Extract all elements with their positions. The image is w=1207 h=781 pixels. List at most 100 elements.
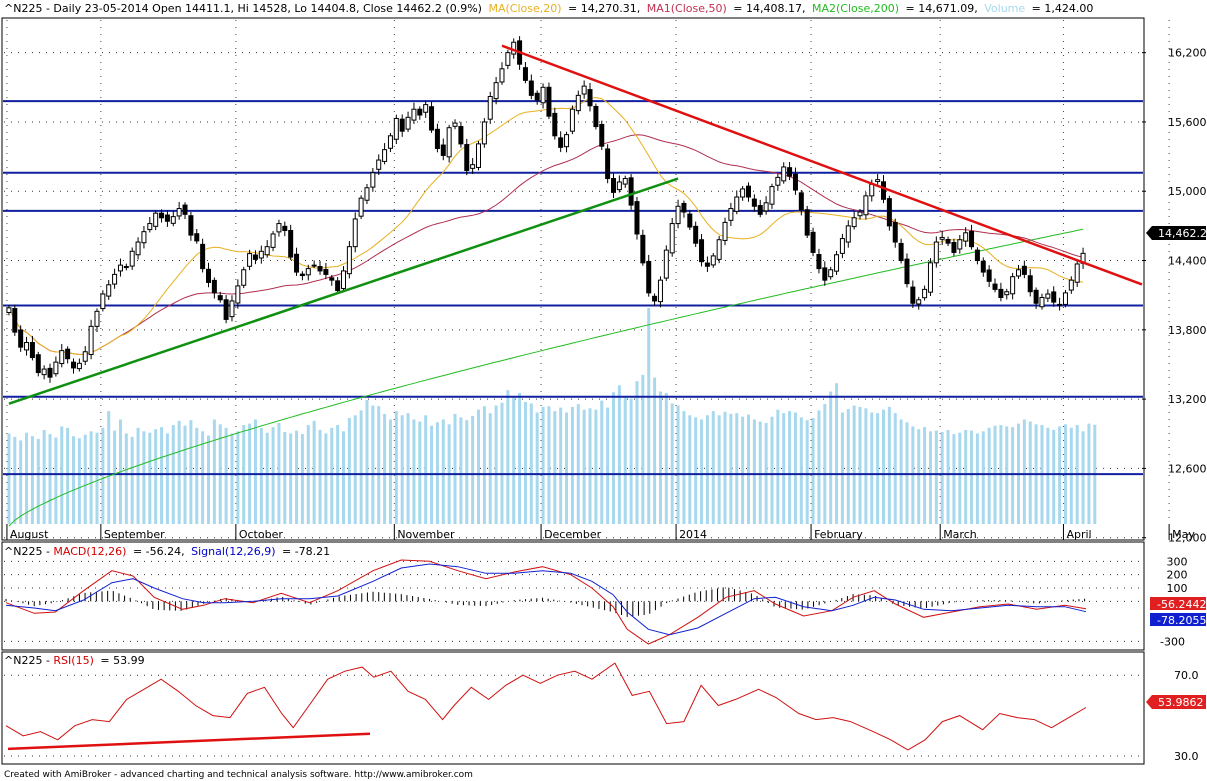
candle [335, 277, 341, 294]
candle-body [892, 221, 898, 243]
candle [845, 220, 851, 248]
volume-bar [905, 422, 909, 524]
candle-body [370, 172, 376, 188]
volume-bar [1022, 419, 1026, 524]
candle-body [605, 148, 611, 180]
candle [341, 266, 346, 293]
price-tick-label: 14,400 [1168, 255, 1207, 268]
candle-body [141, 231, 147, 244]
candle-body [123, 266, 129, 269]
candle [452, 119, 458, 130]
volume-bar [230, 433, 234, 524]
candle [41, 365, 47, 380]
candle [963, 227, 969, 247]
candle-body [845, 225, 851, 243]
candle-body [24, 342, 30, 351]
volume-bar [165, 433, 169, 524]
candle-body [534, 92, 540, 101]
volume-bar [887, 406, 891, 524]
volume-bar [201, 431, 205, 524]
volume-bar [195, 427, 199, 524]
candle [1062, 289, 1068, 308]
candle-body [470, 164, 476, 169]
candle-body [640, 234, 646, 264]
candle-body [299, 273, 305, 277]
volume-bar [964, 429, 968, 524]
candle-body [35, 354, 41, 374]
candle [288, 224, 294, 260]
candle-body [663, 249, 669, 279]
month-axis: August September October November December 20… [6, 524, 1195, 541]
candle [153, 210, 159, 231]
month-label: April [1066, 528, 1091, 541]
candle [1004, 288, 1010, 300]
candle [1027, 269, 1033, 297]
candle-body [828, 269, 834, 278]
candle-body [599, 123, 605, 147]
price-tick-label: 16,200 [1168, 47, 1207, 60]
candle [1051, 286, 1057, 307]
candle [270, 231, 276, 252]
candle-body [182, 204, 188, 215]
candle-body [581, 85, 587, 95]
candle [945, 236, 951, 247]
volume-bar [899, 419, 903, 524]
price-tick-label: 13,200 [1168, 393, 1207, 406]
candle-body [716, 239, 722, 260]
candle-body [499, 68, 505, 83]
candle [875, 174, 881, 185]
price-header: ^N225 - Daily 23-05-2014 Open 14411.1, H… [4, 2, 1093, 15]
volume-bar [911, 426, 915, 524]
candle-body [628, 177, 634, 206]
candle [82, 346, 88, 366]
candle-body [364, 187, 370, 201]
candle [329, 274, 335, 286]
candle [241, 266, 247, 289]
volume-bar [559, 407, 563, 524]
volume-bar [30, 436, 34, 524]
candle [886, 195, 892, 231]
candle-body [1045, 293, 1051, 299]
candle-body [106, 284, 112, 297]
candle [364, 183, 370, 205]
candle [552, 107, 558, 140]
moving-average-lines [8, 96, 1084, 527]
candle-body [76, 362, 82, 370]
volume-bar [1028, 421, 1032, 524]
candle-body [945, 239, 951, 244]
candle [53, 356, 59, 377]
candle [746, 182, 751, 202]
candle-body [288, 229, 294, 258]
month-label: March [943, 528, 977, 541]
trendlines [8, 44, 1143, 405]
volume-bar [711, 411, 715, 524]
candle-body [129, 250, 135, 267]
volume-bar [770, 416, 774, 524]
candle [487, 91, 493, 124]
candle-body [12, 308, 18, 333]
rsi-grid [4, 674, 1142, 757]
header-ma50-label: MA1(Close,50) [647, 2, 727, 15]
candle [528, 74, 534, 100]
candle-body [440, 144, 446, 156]
volume-bar [465, 420, 469, 524]
candle-body [728, 208, 734, 221]
header-ohlc-text: ^N225 - Daily 23-05-2014 Open 14411.1, H… [4, 2, 482, 15]
candle-body [986, 269, 992, 282]
candle-body [699, 239, 705, 263]
rsi-line [5, 662, 1087, 751]
candle-body [646, 260, 652, 294]
volume-bar [940, 432, 944, 524]
candle-body [839, 238, 845, 254]
candle-body [687, 213, 693, 228]
volume-bar [946, 429, 950, 524]
candle-body [546, 86, 552, 117]
candle-body [276, 223, 282, 233]
candle-body [335, 280, 341, 292]
candle-body [323, 269, 329, 275]
volume-bar [705, 415, 709, 524]
candle [822, 261, 828, 286]
volume-bar [453, 413, 457, 524]
candle-body [481, 121, 487, 145]
